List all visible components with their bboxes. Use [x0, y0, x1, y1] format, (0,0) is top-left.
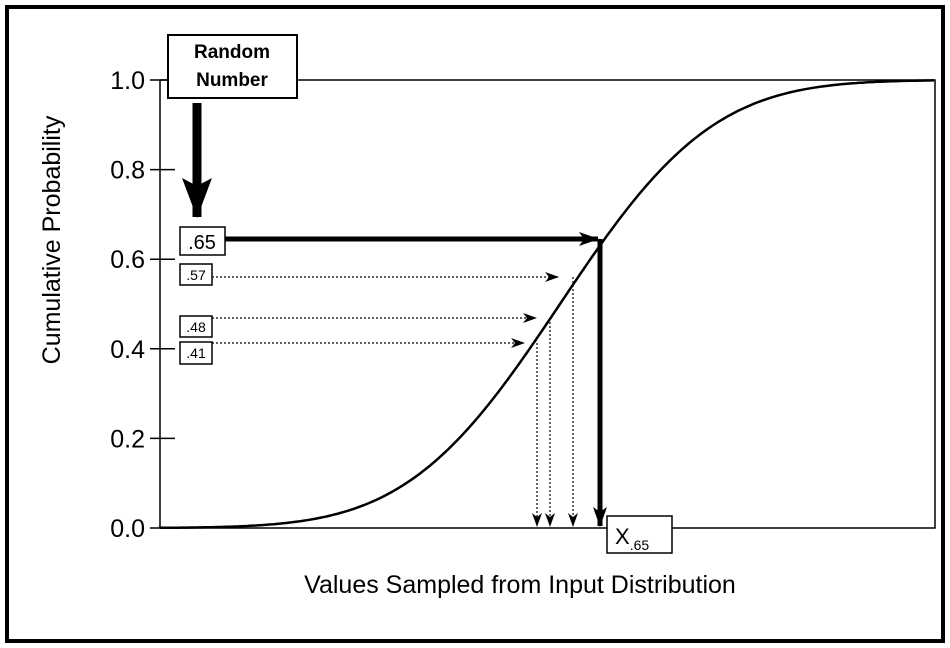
result-main: X — [615, 524, 630, 549]
plot-frame — [159, 79, 936, 529]
y-tick-label: 0.8 — [110, 157, 145, 185]
random-number-box — [167, 34, 298, 99]
y-tick-label: 0.6 — [110, 246, 145, 274]
x-axis-title: Values Sampled from Input Distribution — [304, 571, 736, 599]
y-tick-label: 0.4 — [110, 336, 145, 364]
y-tick-label: 0.2 — [110, 425, 145, 453]
result-sub: .65 — [630, 537, 650, 553]
result-label: X.65 — [615, 524, 649, 553]
sample-label: .65 — [188, 232, 216, 254]
sample-label: .57 — [186, 267, 206, 283]
random-number-label: Random — [194, 42, 270, 63]
sample-box — [179, 315, 213, 338]
cdf-curve — [158, 79, 934, 530]
sample-box — [179, 226, 226, 256]
sample-box — [179, 341, 213, 365]
result-box — [606, 515, 673, 554]
y-ticks — [150, 79, 175, 529]
sample-label: .41 — [186, 345, 206, 361]
sample-box — [179, 263, 213, 286]
y-tick-label: 0.0 — [110, 515, 145, 543]
y-tick-label: 1.0 — [110, 67, 145, 95]
random-number-label: Number — [196, 70, 268, 91]
y-axis-title: Cumulative Probability — [38, 115, 66, 364]
outer-frame — [5, 5, 945, 643]
sample-label: .48 — [186, 319, 206, 335]
